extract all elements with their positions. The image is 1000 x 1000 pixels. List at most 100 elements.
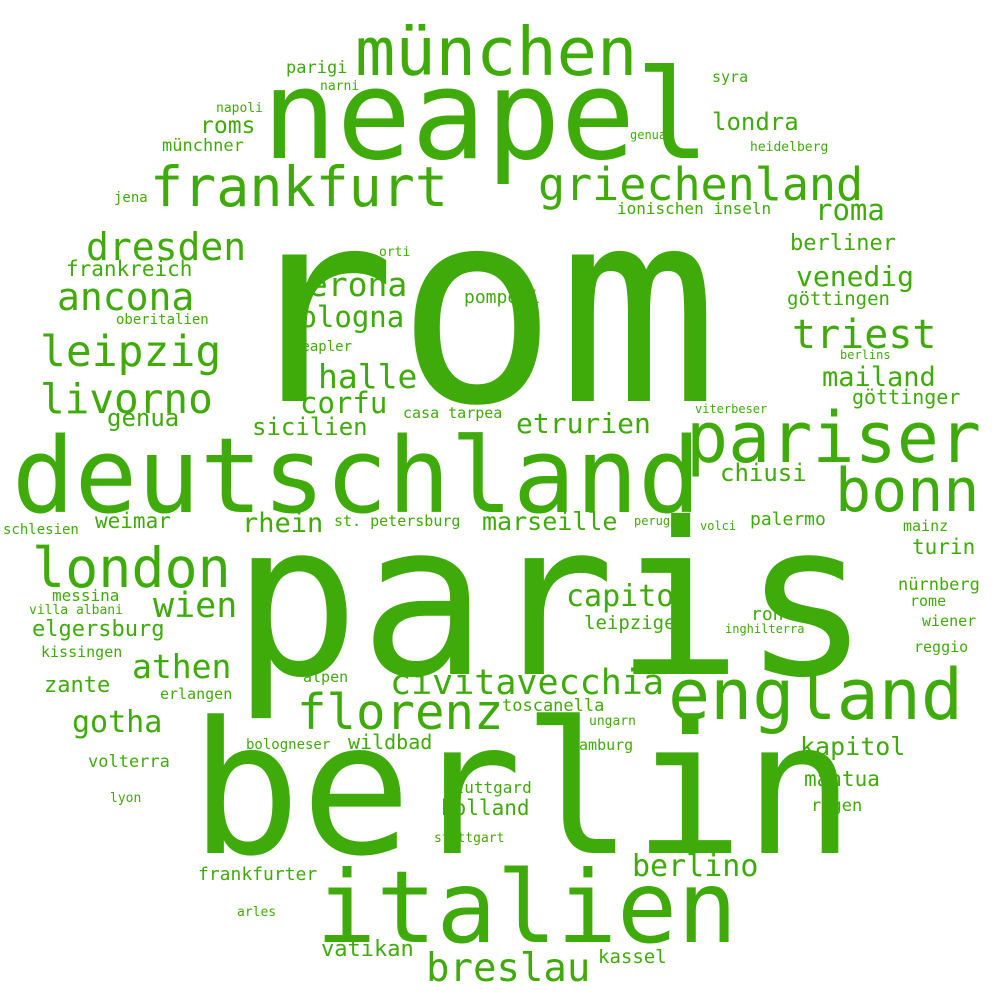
word: verona [288,265,408,304]
word: orti [379,245,411,260]
word: genua [630,128,667,142]
word: messina [52,586,120,605]
word: villa albani [29,603,123,618]
word: wildbad [348,730,433,754]
word: dresden [86,225,247,269]
word: münchner [162,136,244,156]
word: mainz [903,517,949,535]
word: roma [815,193,885,227]
word: schlesien [3,522,79,538]
word: hamburg [570,736,634,754]
word: wiener [922,612,977,630]
word: pompeji [464,287,540,308]
word: st. petersburg [334,512,461,530]
word: nürnberg [898,575,980,595]
word: roms [200,113,256,139]
word: berlin [190,683,855,897]
word: alpen [303,668,349,686]
word: jena [114,190,148,206]
word: rome [910,592,947,610]
word: volci [700,519,737,533]
word: vatikan [321,937,414,962]
word: stuttgart [434,831,505,846]
word: ionischen inseln [617,199,772,218]
word: gotha [72,705,163,740]
word: rom [235,153,720,465]
word: berliner [790,231,896,256]
word: marseille [482,507,618,536]
word: florenz [297,684,504,741]
word: leipziger [584,612,687,634]
word: weimar [95,509,171,533]
word: livorno [40,375,213,423]
word: kassel [598,946,667,968]
word: ungarn [589,714,636,729]
word: göttingen [787,288,890,310]
word: neapel [262,44,710,188]
word: parigi [286,58,348,78]
word: london [32,536,231,600]
word: deutschland [12,415,701,537]
word: frankfurt [150,155,449,219]
word: syra [712,68,749,86]
word: civitavecchia [390,663,664,703]
word: mantua [804,767,880,791]
word: bonn [835,456,980,526]
word: turin [912,535,976,559]
word: genua [107,404,180,432]
word: londra [712,108,799,136]
word: rügen [811,796,863,816]
word: bologna [282,300,405,334]
word: kissingen [41,643,123,661]
word: arles [237,905,277,920]
word: kapitol [800,732,906,761]
word: paris [232,477,871,724]
word: england [668,654,964,736]
word: etrurien [516,407,651,440]
word: sicilien [252,413,368,441]
word: mailand [822,362,936,393]
word: heidelberg [750,140,829,155]
word: viterbeser [695,402,768,416]
word: halle [318,357,418,396]
word: berlins [840,348,891,362]
word: casa tarpea [403,404,503,422]
word: oberitalien [116,312,209,328]
word: münchen [355,13,638,91]
word: erlangen [160,685,233,703]
word: toscanella [502,696,605,716]
word: capitol [566,579,693,614]
word: leipzig [40,327,222,377]
word: athen [132,647,232,686]
word: griechenland [538,158,864,211]
word: corfu [300,386,388,420]
word: bologneser [246,737,331,753]
word: perugia [634,514,685,528]
word: triest [792,312,937,358]
word: berlino [632,849,759,884]
word: rhein [242,508,324,539]
word: ancona [57,275,195,319]
word: palermo [750,509,826,530]
word: zante [44,673,111,698]
word: pariser [686,397,982,479]
word: ron [751,604,784,625]
word: napoli [216,101,263,116]
word: neapler [293,339,353,355]
word: frankreich [66,257,193,281]
word: holland [441,796,530,820]
word: lyon [110,791,142,806]
word: breslau [426,946,591,991]
word: narni [320,79,360,94]
word: wien [153,586,238,626]
word: göttinger [852,385,961,409]
word: reggio [914,638,969,656]
word: inghilterra [725,622,805,636]
word: stuttgard [445,778,532,797]
word: elgersburg [32,617,165,642]
word: volterra [88,752,170,772]
word: chiusi [720,459,807,487]
word: venedig [796,260,915,293]
word: italien [316,849,738,966]
